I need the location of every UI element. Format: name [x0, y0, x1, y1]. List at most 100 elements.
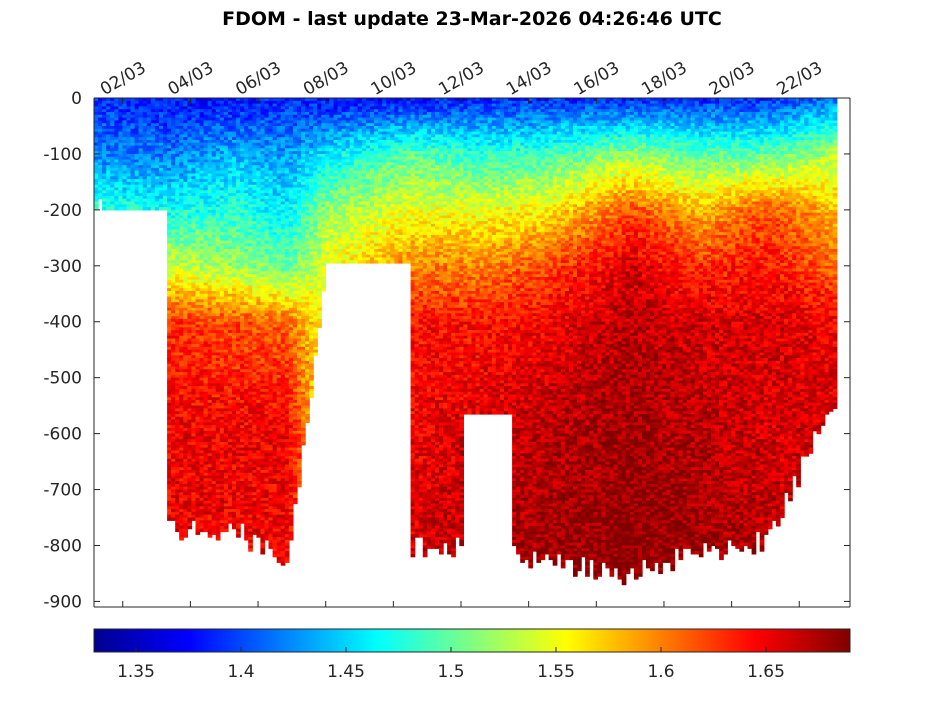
heatmap-cell — [191, 495, 197, 499]
heatmap-cell — [232, 478, 237, 482]
heatmap-cell — [122, 167, 128, 172]
heatmap-cell — [118, 159, 124, 163]
heatmap-cell — [203, 223, 209, 228]
heatmap-cell — [94, 162, 99, 166]
heatmap-cell — [167, 400, 172, 404]
heatmap-cell — [240, 103, 245, 107]
heatmap-cell — [199, 232, 205, 236]
heatmap-cell — [244, 198, 249, 203]
heatmap-cell — [240, 349, 245, 354]
heatmap-cell — [256, 151, 262, 155]
heatmap-cell — [126, 120, 132, 124]
heatmap-cell — [211, 472, 217, 477]
heatmap-cell — [244, 302, 249, 306]
heatmap-cell — [240, 207, 245, 211]
heatmap-cell — [227, 481, 233, 485]
heatmap-cell — [215, 198, 221, 203]
heatmap-cell — [227, 425, 233, 429]
heatmap-cell — [248, 257, 253, 261]
heatmap-cell — [244, 257, 249, 261]
heatmap-cell — [114, 179, 119, 183]
heatmap-cell — [114, 162, 119, 166]
heatmap-cell — [171, 489, 176, 493]
heatmap-cell — [154, 181, 160, 186]
heatmap-cell — [211, 377, 217, 382]
heatmap-cell — [94, 187, 99, 191]
heatmap-cell — [179, 305, 184, 309]
heatmap-cell — [179, 439, 184, 443]
heatmap-cell — [215, 126, 221, 130]
heatmap-cell — [179, 470, 184, 474]
heatmap-cell — [167, 170, 172, 175]
heatmap-cell — [252, 134, 257, 138]
heatmap-cell — [248, 394, 253, 398]
heatmap-cell — [130, 100, 136, 105]
heatmap-cell — [175, 327, 180, 331]
heatmap-cell — [248, 251, 253, 256]
heatmap-cell — [171, 464, 176, 468]
heatmap-cell — [199, 257, 205, 261]
heatmap-cell — [199, 386, 205, 390]
heatmap-cell — [114, 137, 119, 141]
heatmap-cell — [236, 176, 241, 180]
heatmap-cell — [240, 165, 245, 169]
heatmap-cell — [203, 386, 209, 390]
heatmap-cell — [171, 268, 176, 272]
heatmap-cell — [199, 251, 205, 256]
heatmap-cell — [175, 341, 180, 345]
heatmap-cell — [179, 120, 184, 124]
heatmap-cell — [183, 179, 188, 183]
heatmap-cell — [211, 478, 217, 482]
heatmap-cell — [215, 483, 221, 488]
heatmap-cell — [171, 430, 176, 435]
heatmap-cell — [187, 114, 193, 119]
heatmap-cell — [191, 388, 197, 393]
heatmap-cell — [244, 528, 249, 533]
heatmap-cell — [203, 355, 209, 359]
heatmap-cell — [199, 159, 205, 163]
heatmap-cell — [203, 221, 209, 225]
heatmap-cell — [223, 352, 229, 356]
heatmap-cell — [252, 112, 257, 116]
heatmap-cell — [171, 388, 176, 393]
heatmap-cell — [203, 509, 209, 513]
heatmap-cell — [187, 162, 193, 166]
heatmap-cell — [207, 179, 213, 183]
heatmap-cell — [187, 436, 193, 440]
heatmap-cell — [252, 288, 257, 292]
heatmap-cell — [175, 151, 180, 155]
heatmap-cell — [252, 458, 257, 463]
heatmap-cell — [175, 414, 180, 418]
heatmap-cell — [191, 514, 197, 519]
heatmap-cell — [223, 126, 229, 130]
heatmap-cell — [203, 414, 209, 418]
heatmap-cell — [252, 263, 257, 267]
heatmap-cell — [122, 131, 128, 135]
heatmap-cell — [191, 416, 197, 421]
heatmap-cell — [219, 237, 225, 242]
heatmap-cell — [244, 207, 249, 211]
heatmap-cell — [252, 156, 257, 161]
heatmap-cell — [203, 464, 209, 468]
heatmap-cell — [211, 327, 217, 331]
heatmap-cell — [106, 176, 111, 180]
heatmap-cell — [195, 338, 201, 342]
heatmap-cell — [207, 470, 213, 474]
heatmap-cell — [211, 215, 217, 219]
heatmap-cell — [179, 467, 184, 471]
heatmap-cell — [134, 195, 140, 200]
heatmap-cell — [240, 131, 245, 135]
heatmap-cell — [219, 257, 225, 261]
heatmap-cell — [183, 380, 188, 384]
heatmap-cell — [195, 332, 201, 337]
heatmap-cell — [223, 402, 229, 407]
heatmap-cell — [264, 537, 270, 541]
heatmap-cell — [252, 408, 257, 412]
heatmap-cell — [207, 419, 213, 423]
heatmap-cell — [215, 153, 221, 158]
heatmap-cell — [252, 173, 257, 177]
heatmap-cell — [236, 318, 241, 323]
heatmap-cell — [183, 123, 188, 127]
heatmap-cell — [158, 134, 164, 138]
heatmap-cell — [167, 318, 172, 323]
